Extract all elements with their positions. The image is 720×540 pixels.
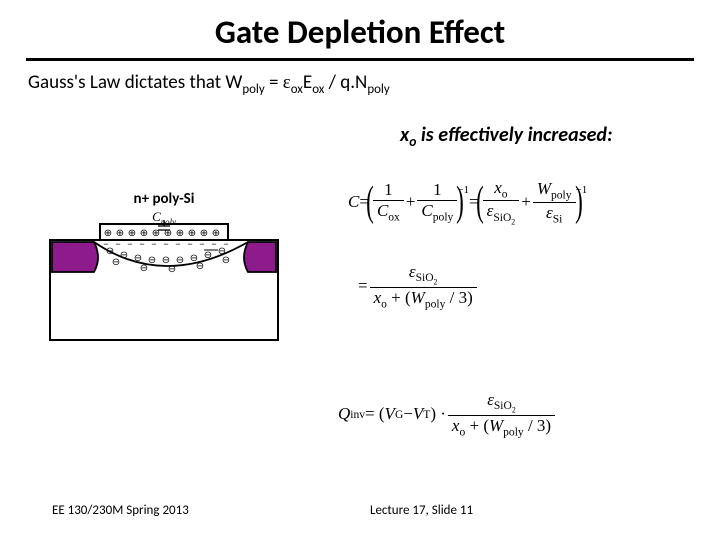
slide-title: Gate Depletion Effect [0,0,720,52]
mosfet-svg: ⊕⊕⊕ ⊕⊕⊕ ⊕⊕⊕ ⊕ ⊖⊖⊖ ⊖⊖⊖ ⊖⊖⊖ ⊖⊖⊖ ⊖⊖ −−− −−−… [48,190,280,360]
eq2-eps: ε [409,262,416,281]
svg-text:⊖: ⊖ [176,255,184,266]
eq2-sio2: SiO [416,271,434,284]
eq1-plus: + [406,192,416,212]
equation-c-series: C = ( 1Cox + 1Cpoly ) −1 = ( xoεSiO2 + W… [348,178,708,226]
eq3-vt-sub: T [423,408,430,421]
svg-text:⊖: ⊖ [148,255,156,266]
eq1-cpoly-sub: poly [433,211,454,224]
svg-text:−: − [139,239,144,249]
eq1-si: Si [553,212,563,225]
gauss-eps: ε [283,72,291,93]
eq1-exp2: −1 [576,184,588,196]
xo-var: x [400,123,409,147]
svg-text:−: − [163,239,168,249]
eq2-plus: + ( [387,288,411,307]
eq3-sio2: SiO [494,399,512,412]
eq1-two: 2 [511,217,515,226]
svg-text:⊖: ⊖ [204,250,212,261]
svg-text:⊕: ⊕ [188,228,196,239]
eq1-exp1: −1 [457,184,469,196]
eq3-vg: V [385,404,395,424]
svg-text:−: − [211,239,216,249]
gauss-sub-poly2: poly [367,82,389,97]
eq1-eps2: ε [546,203,553,222]
eq3-plus: + ( [465,416,489,435]
svg-text:−: − [127,239,132,249]
svg-text:−: − [151,239,156,249]
svg-text:−: − [187,239,192,249]
svg-text:⊕: ⊕ [212,228,220,239]
svg-text:⊕: ⊕ [104,228,112,239]
eq1-cpoly: C [421,201,432,220]
svg-text:⊕: ⊕ [200,228,208,239]
gauss-law-line: Gauss's Law dictates that Wpoly = εoxEox… [28,71,720,97]
footer-right: Lecture 17, Slide 11 [370,503,473,518]
gauss-prefix: Gauss's Law dictates that W [28,71,242,94]
footer-left: EE 130/230M Spring 2013 [52,503,189,518]
equation-c-simplified: = εSiO2 xo + (Wpoly / 3) [358,262,668,310]
eq2-wpoly-sub: poly [425,297,446,310]
svg-text:⊕: ⊕ [128,228,136,239]
svg-text:⊕: ⊕ [140,228,148,239]
gauss-mid1: = [265,71,283,94]
svg-text:−: − [103,239,108,249]
eq3-vt: V [413,404,423,424]
eq3-wpoly: W [489,416,503,435]
svg-text:⊖: ⊖ [168,264,176,275]
svg-text:⊖: ⊖ [196,261,204,272]
eq1-wpoly: W [537,179,551,198]
svg-text:⊖: ⊖ [112,257,120,268]
eq3-div3: / 3) [524,416,551,435]
eq1-cox-sub: ox [388,211,400,224]
title-underline [26,58,694,61]
eq1-num2: 1 [417,180,457,201]
eq3-q-sub: inv [350,408,365,421]
gauss-mid3: / q.N [324,71,367,94]
svg-text:⊕: ⊕ [116,228,124,239]
eq1-cox: C [377,201,388,220]
gauss-sub-ox1: ox [291,82,303,97]
eq1-wpoly-sub: poly [551,189,572,202]
svg-text:⊖: ⊖ [120,250,128,261]
eq3-eps: ε [487,390,494,409]
xo-statement: xo is effectively increased: [400,123,612,150]
svg-text:−: − [223,239,228,249]
mosfet-diagram: n+ poly-Si Cpoly Cox N+ p-type Si ⊕⊕⊕ ⊕⊕… [48,190,280,360]
eq3-vg-sub: G [395,408,403,421]
eq3-eq: = ( [365,404,385,424]
eq1-C: C [348,192,359,212]
svg-text:⊖: ⊖ [140,263,148,274]
eq3-minus: − [403,404,413,424]
gauss-sub-ox2: ox [312,82,324,97]
eq3-wpoly-sub: poly [503,425,524,438]
eq2-wpoly: W [411,288,425,307]
eq1-plus2: + [521,192,531,212]
eq2-xo: x [374,288,382,307]
gauss-E: E [303,71,312,94]
gauss-sub-poly: poly [242,82,264,97]
equation-qinv: Qinv = ( VG − VT ) · εSiO2 xo + (Wpoly /… [338,390,698,438]
xo-rest: is effectively increased: [416,123,612,147]
eq3-q: Q [338,404,350,424]
eq2-div3: / 3) [445,288,472,307]
eq3-close: ) · [430,404,446,424]
eq1-sio2: SiO [493,211,511,224]
svg-text:−: − [199,239,204,249]
eq2-eq: = [358,276,368,296]
svg-text:⊖: ⊖ [222,255,230,266]
svg-text:−: − [175,239,180,249]
eq3-two: 2 [512,406,516,415]
eq1-xo: x [494,178,502,197]
eq1-xo-sub: o [502,187,508,200]
eq1-num1: 1 [373,180,404,201]
eq2-two: 2 [434,278,438,287]
svg-text:−: − [115,239,120,249]
svg-text:⊕: ⊕ [176,228,184,239]
